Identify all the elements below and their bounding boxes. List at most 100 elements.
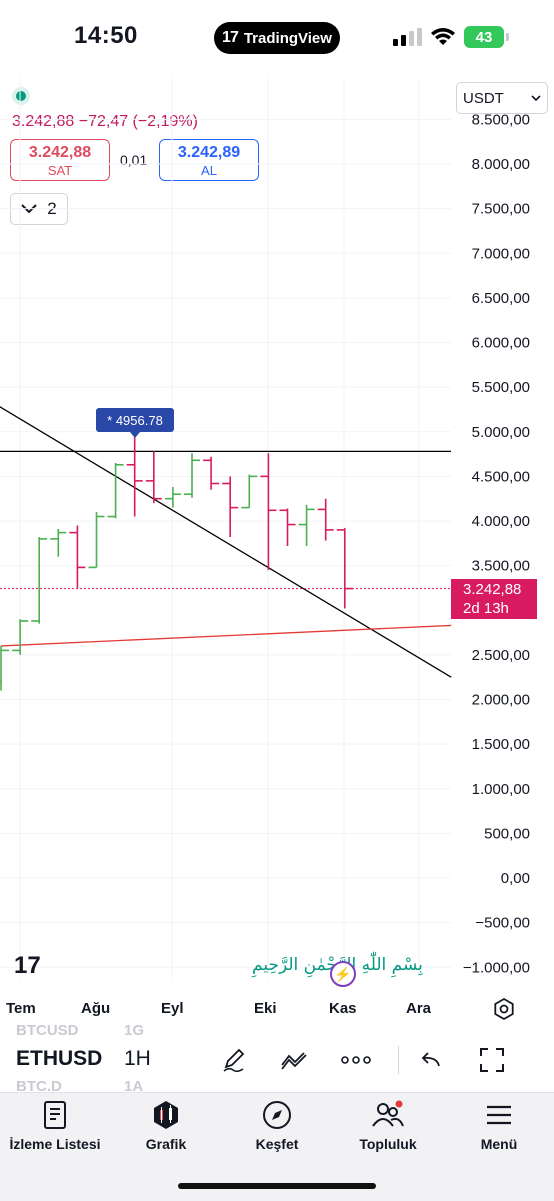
chevron-down-icon: [531, 94, 541, 101]
currency-select[interactable]: USDT: [456, 82, 548, 114]
indicators-button[interactable]: [278, 1044, 310, 1076]
price-axis: 8.500,00 8.000,00 7.500,00 7.000,00 6.500,00…: [463, 111, 530, 976]
bar-countdown: 2d 13h: [463, 600, 509, 617]
more-icon: [341, 1056, 371, 1064]
time-label: Eyl: [161, 1000, 184, 1017]
price-axis-label: 4.000,00: [472, 513, 530, 530]
ohlc-bar: [107, 462, 124, 519]
nav-menu[interactable]: Menü: [444, 1100, 554, 1152]
draw-tool-button[interactable]: [218, 1044, 250, 1076]
chart-settings-icon[interactable]: [492, 997, 516, 1021]
price-axis-label: 7.000,00: [472, 245, 530, 262]
flash-icon[interactable]: ⚡: [330, 961, 356, 987]
price-axis-label: 3.500,00: [472, 558, 530, 575]
peak-price-tag: * 4956.78: [96, 408, 174, 438]
ohlc-bar: [50, 529, 67, 557]
price-axis-label: 7.500,00: [472, 201, 530, 218]
ohlc-bar: [69, 525, 86, 588]
descending-trendline: [0, 406, 452, 678]
recent-symbol[interactable]: BTCUSD: [16, 1022, 79, 1039]
menu-icon: [487, 1105, 511, 1125]
home-indicator: [178, 1183, 376, 1189]
symbol-selector[interactable]: ETHUSD: [16, 1047, 103, 1070]
buy-button[interactable]: 3.242,89 AL: [159, 139, 259, 181]
ohlc-bar: [164, 487, 181, 508]
price-chart[interactable]: 8.500,00 8.000,00 7.500,00 7.000,00 6.500,00…: [0, 78, 554, 998]
ohlc-bar: [88, 512, 105, 569]
ohlc-bar: [279, 508, 296, 546]
time-label: Ağu: [81, 1000, 111, 1017]
price-axis-label: 2.000,00: [472, 692, 530, 709]
nav-watchlist[interactable]: İzleme Listesi: [0, 1100, 110, 1152]
tradingview-badge-label: TradingView: [243, 29, 332, 47]
interval-selector[interactable]: 1H: [124, 1047, 151, 1070]
price-axis-label: 500,00: [484, 825, 530, 842]
price-axis-label: 6.500,00: [472, 290, 530, 307]
bottom-navigation: [0, 1092, 554, 1201]
time-label: Kas: [329, 1000, 357, 1017]
nav-chart[interactable]: Grafik: [111, 1100, 221, 1152]
more-options-button[interactable]: [340, 1044, 372, 1076]
ohlc-bar: [31, 537, 48, 624]
ohlc-bar: [12, 619, 29, 655]
wifi-icon: [431, 28, 455, 45]
price-axis-label: 2.500,00: [472, 647, 530, 664]
nav-community[interactable]: Topluluk: [333, 1100, 443, 1152]
compass-icon: [263, 1101, 291, 1129]
last-price-tag: 3.242,88 2d 13h: [451, 579, 537, 619]
ohlc-bar: [0, 645, 9, 691]
recent-interval[interactable]: 1A: [124, 1078, 144, 1095]
market-open-icon: [12, 87, 30, 105]
price-axis-label: 1.000,00: [472, 781, 530, 798]
price-axis-label: 4.500,00: [472, 468, 530, 485]
ohlc-bar: [126, 435, 143, 517]
price-change: 3.242,88 −72,47 (−2,19%): [12, 113, 198, 130]
price-axis-label: 0,00: [501, 870, 530, 887]
fullscreen-icon: [480, 1048, 504, 1072]
sell-price: 3.242,88: [28, 144, 92, 161]
battery-tip: [506, 33, 509, 41]
undo-icon: [421, 1052, 440, 1067]
toolbar-divider: [398, 1046, 399, 1074]
tradingview-badge[interactable]: 17 TradingView: [214, 22, 340, 54]
price-axis-label: 8.000,00: [472, 156, 530, 173]
time-label: Ara: [406, 1000, 432, 1017]
battery-indicator: 43: [464, 26, 504, 48]
ohlc-bar: [145, 451, 162, 504]
community-icon: [372, 1100, 404, 1127]
chevron-down-icon: [21, 204, 37, 214]
recent-symbol[interactable]: BTC.D: [16, 1078, 62, 1095]
ohlc-bar: [222, 476, 239, 538]
ohlc-bar: [336, 528, 353, 609]
sell-button[interactable]: 3.242,88 SAT: [10, 139, 110, 181]
tradingview-logo-icon: 17: [222, 29, 239, 46]
price-axis-label: −1.000,00: [463, 959, 530, 976]
ohlc-bar: [260, 453, 277, 571]
ohlc-bar: [203, 456, 220, 490]
price-axis-label: 1.500,00: [472, 736, 530, 753]
buy-label: AL: [201, 163, 217, 178]
nav-label: İzleme Listesi: [9, 1136, 101, 1152]
chart-drawings[interactable]: [0, 396, 452, 678]
nav-label: Keşfet: [255, 1136, 299, 1152]
pencil-icon: [223, 1048, 245, 1073]
time-label: Eki: [254, 1000, 277, 1017]
time-label: Tem: [6, 1000, 36, 1017]
price-axis-label: 6.000,00: [472, 335, 530, 352]
price-axis-label: −500,00: [475, 915, 530, 932]
last-price-value: 3.242,88: [463, 581, 522, 598]
indicators-icon: [281, 1052, 307, 1070]
undo-button[interactable]: [414, 1044, 446, 1076]
nav-label: Grafik: [145, 1136, 187, 1152]
price-bars: [0, 435, 353, 691]
tradingview-watermark-icon: 17: [14, 952, 41, 979]
status-time: 14:50: [74, 22, 138, 49]
ohlc-bar: [317, 498, 334, 541]
nav-explore[interactable]: Keşfet: [222, 1100, 332, 1152]
ohlc-bar: [298, 504, 315, 546]
price-axis-label: 5.500,00: [472, 379, 530, 396]
watchlist-icon: [44, 1101, 66, 1129]
chart-grid: [0, 78, 451, 978]
recent-interval[interactable]: 1G: [124, 1022, 145, 1039]
fullscreen-button[interactable]: [476, 1044, 508, 1076]
